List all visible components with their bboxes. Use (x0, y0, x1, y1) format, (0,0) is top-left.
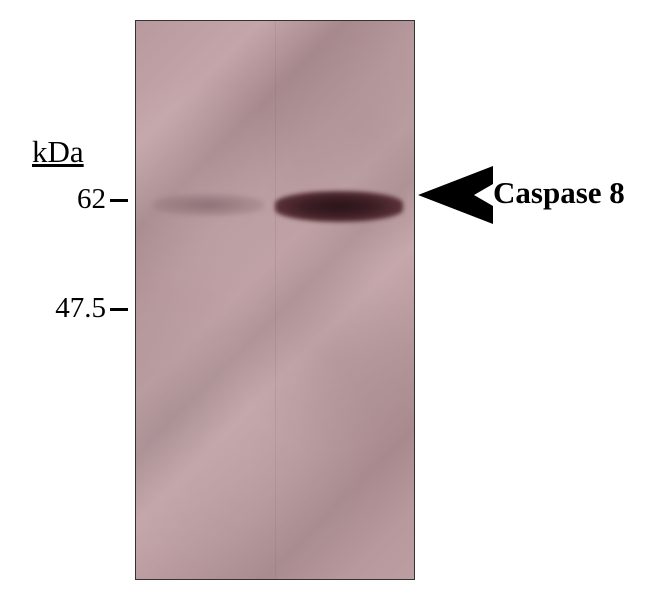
annotation-label-caspase8: Caspase 8 (493, 175, 625, 211)
lane-separator (275, 21, 276, 579)
blot-background (136, 21, 414, 579)
annotation-arrowhead (418, 166, 493, 224)
band-caspase8-strong (275, 191, 403, 222)
marker-tick-47p5 (110, 308, 128, 311)
marker-tick-62 (110, 199, 128, 202)
marker-label-47p5: 47.5 (0, 292, 106, 325)
unit-label-kda: kDa (32, 134, 84, 170)
blot-membrane (135, 20, 415, 580)
marker-label-62: 62 (0, 183, 106, 216)
band-lane1-faint (153, 194, 264, 216)
